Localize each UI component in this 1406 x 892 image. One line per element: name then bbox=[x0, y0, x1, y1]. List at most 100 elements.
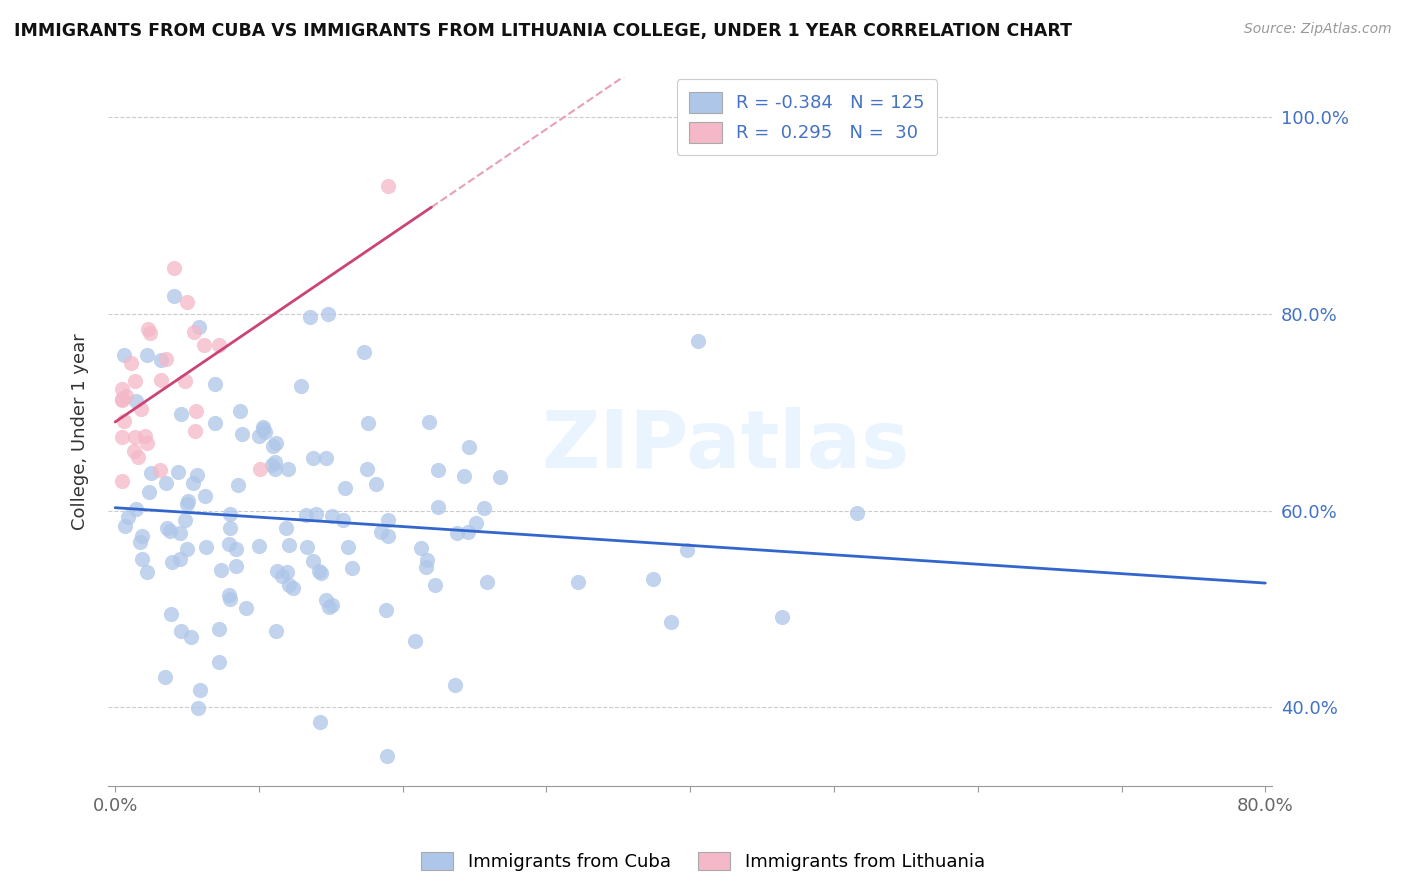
Point bbox=[127, 450, 149, 464]
Point bbox=[309, 715, 332, 730]
Text: Source: ZipAtlas.com: Source: ZipAtlas.com bbox=[1244, 22, 1392, 37]
Point bbox=[271, 569, 294, 583]
Point bbox=[295, 540, 318, 554]
Point bbox=[208, 338, 231, 352]
Point bbox=[427, 500, 450, 514]
Point bbox=[305, 507, 328, 521]
Point bbox=[446, 525, 468, 540]
Point bbox=[299, 310, 322, 324]
Point bbox=[226, 477, 249, 491]
Point bbox=[218, 588, 240, 602]
Point bbox=[567, 574, 589, 589]
Point bbox=[177, 494, 200, 508]
Point bbox=[138, 485, 160, 500]
Point bbox=[131, 552, 153, 566]
Point bbox=[262, 439, 284, 453]
Point bbox=[183, 326, 205, 340]
Point bbox=[356, 462, 378, 476]
Point bbox=[167, 465, 190, 479]
Point bbox=[129, 535, 152, 549]
Point bbox=[174, 374, 197, 388]
Point bbox=[276, 566, 298, 580]
Point bbox=[643, 573, 665, 587]
Point bbox=[112, 414, 135, 428]
Point bbox=[125, 502, 148, 516]
Point bbox=[115, 389, 138, 403]
Point bbox=[194, 489, 217, 503]
Text: ZIPatlas: ZIPatlas bbox=[541, 407, 910, 485]
Point bbox=[160, 607, 183, 622]
Point bbox=[290, 379, 312, 393]
Point bbox=[136, 322, 159, 336]
Point bbox=[266, 436, 288, 450]
Point bbox=[675, 542, 697, 557]
Point bbox=[260, 458, 283, 473]
Point bbox=[266, 564, 288, 578]
Point bbox=[170, 407, 193, 421]
Point bbox=[228, 403, 250, 417]
Point bbox=[159, 524, 181, 538]
Point bbox=[846, 506, 869, 520]
Point bbox=[264, 454, 287, 468]
Point bbox=[370, 525, 392, 540]
Point bbox=[489, 470, 512, 484]
Point bbox=[315, 450, 337, 465]
Point bbox=[186, 468, 208, 483]
Point bbox=[111, 392, 134, 406]
Point bbox=[357, 416, 380, 430]
Point bbox=[174, 513, 197, 527]
Point bbox=[188, 682, 211, 697]
Point bbox=[209, 563, 232, 577]
Point bbox=[176, 542, 198, 557]
Point bbox=[416, 552, 439, 566]
Point bbox=[135, 565, 157, 579]
Point bbox=[124, 430, 146, 444]
Point bbox=[160, 555, 183, 569]
Point bbox=[301, 451, 323, 466]
Point bbox=[321, 509, 343, 524]
Point bbox=[308, 565, 330, 579]
Point bbox=[163, 261, 186, 276]
Point bbox=[249, 462, 271, 476]
Point bbox=[453, 469, 475, 483]
Point bbox=[155, 670, 177, 684]
Point bbox=[181, 476, 204, 491]
Point bbox=[332, 513, 354, 527]
Point bbox=[247, 429, 270, 443]
Point bbox=[156, 521, 179, 535]
Text: IMMIGRANTS FROM CUBA VS IMMIGRANTS FROM LITHUANIA COLLEGE, UNDER 1 YEAR CORRELAT: IMMIGRANTS FROM CUBA VS IMMIGRANTS FROM … bbox=[14, 22, 1071, 40]
Point bbox=[193, 337, 215, 351]
Point bbox=[204, 416, 226, 430]
Point bbox=[136, 348, 159, 362]
Point bbox=[443, 678, 465, 692]
Point bbox=[415, 559, 437, 574]
Point bbox=[409, 541, 432, 555]
Point bbox=[333, 481, 356, 495]
Point bbox=[264, 462, 287, 476]
Point bbox=[277, 537, 299, 551]
Point bbox=[472, 500, 495, 515]
Point bbox=[112, 348, 135, 362]
Point bbox=[117, 510, 139, 524]
Point bbox=[318, 599, 340, 614]
Point bbox=[169, 552, 191, 566]
Y-axis label: College, Under 1 year: College, Under 1 year bbox=[72, 334, 89, 530]
Point bbox=[377, 178, 399, 193]
Point bbox=[176, 497, 198, 511]
Point bbox=[309, 566, 332, 580]
Point bbox=[375, 749, 398, 764]
Point bbox=[176, 294, 198, 309]
Point bbox=[139, 326, 162, 340]
Point bbox=[404, 633, 426, 648]
Point bbox=[253, 425, 276, 440]
Point bbox=[458, 440, 481, 454]
Point bbox=[377, 513, 399, 527]
Point bbox=[231, 426, 253, 441]
Point bbox=[184, 403, 207, 417]
Point bbox=[111, 392, 134, 407]
Point bbox=[204, 377, 226, 392]
Point bbox=[219, 507, 242, 521]
Point bbox=[686, 334, 709, 348]
Point bbox=[149, 373, 172, 387]
Point bbox=[353, 345, 375, 359]
